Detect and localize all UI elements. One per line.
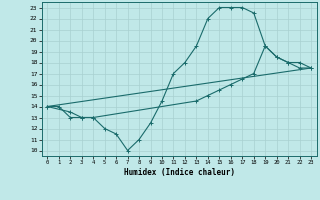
X-axis label: Humidex (Indice chaleur): Humidex (Indice chaleur) xyxy=(124,168,235,177)
